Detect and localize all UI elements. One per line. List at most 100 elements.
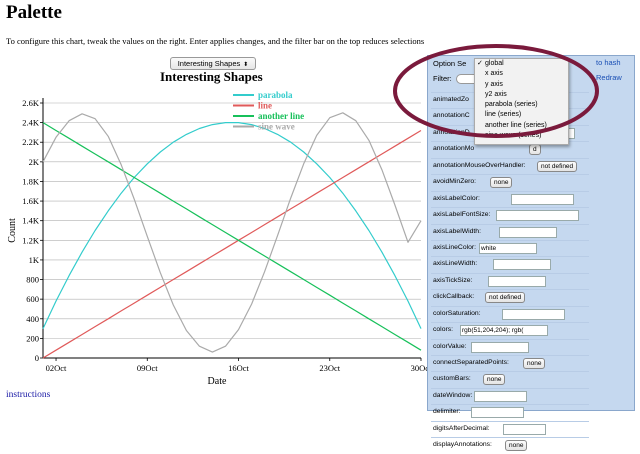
legend-label: sine wave bbox=[258, 122, 295, 132]
option-name: colorSaturation: bbox=[433, 309, 481, 317]
x-tick-label: 30Oct bbox=[411, 363, 430, 373]
menu-item-label: line (series) bbox=[485, 111, 522, 119]
option-row: axisLabelWidth: bbox=[431, 223, 589, 240]
option-row: colors: rgb(51,204,204); rgb( bbox=[431, 322, 589, 338]
menu-item[interactable]: x axis bbox=[475, 69, 568, 79]
option-name: digitsAfterDecimal: bbox=[433, 424, 490, 432]
option-row: avoidMinZero: none bbox=[431, 174, 589, 190]
menu-item-label: x axis bbox=[485, 70, 503, 78]
y-tick-label: 600 bbox=[26, 294, 39, 304]
option-name: axisLabelWidth: bbox=[433, 227, 481, 235]
option-button[interactable]: none bbox=[523, 358, 546, 369]
x-tick-label: 16Oct bbox=[228, 363, 249, 373]
filter-label: Filter: bbox=[433, 74, 452, 83]
option-button[interactable]: not defined bbox=[485, 292, 526, 304]
highlight-ellipse bbox=[393, 44, 599, 138]
legend-label: another line bbox=[258, 111, 304, 121]
y-tick-label: 1.8K bbox=[22, 176, 40, 186]
legend-label: line bbox=[258, 101, 272, 111]
option-field[interactable] bbox=[488, 275, 546, 287]
option-field[interactable] bbox=[499, 226, 557, 238]
redraw-link[interactable]: Redraw bbox=[596, 73, 622, 82]
x-tick-label: 09Oct bbox=[137, 363, 158, 373]
y-axis-label: Count bbox=[7, 218, 18, 243]
menu-item[interactable]: another line (series) bbox=[475, 121, 568, 131]
y-tick-label: 2.6K bbox=[22, 98, 40, 108]
series-line-sine-wave bbox=[42, 112, 422, 353]
page-title: Palette bbox=[6, 2, 62, 23]
instructions-link[interactable]: instructions bbox=[6, 390, 51, 400]
menu-item[interactable]: y axis bbox=[475, 80, 568, 90]
option-name: axisLabelColor: bbox=[433, 194, 480, 202]
option-row: axisLabelFontSize: bbox=[431, 207, 589, 223]
option-name: avoidMinZero: bbox=[433, 178, 477, 186]
option-name: axisTickSize: bbox=[433, 276, 473, 284]
y-tick-label: 400 bbox=[26, 314, 39, 324]
series-line-parabola bbox=[42, 122, 422, 329]
chart-selector[interactable]: Interesting Shapes ⬍ bbox=[170, 57, 256, 70]
option-row: delimiter: bbox=[431, 404, 589, 420]
option-button[interactable]: not defined bbox=[537, 160, 578, 172]
y-tick-label: 0 bbox=[35, 353, 39, 363]
option-name: customBars: bbox=[433, 375, 471, 383]
option-button[interactable]: none bbox=[490, 177, 513, 189]
option-name: axisLineWidth: bbox=[433, 260, 478, 268]
y-tick-label: 200 bbox=[26, 333, 39, 343]
option-name: annotationC bbox=[433, 112, 470, 120]
option-name: axisLineColor: bbox=[433, 243, 477, 251]
option-name: animatedZo bbox=[433, 96, 469, 103]
x-tick-label: 23Oct bbox=[319, 363, 340, 373]
option-name: annotationMo bbox=[433, 145, 475, 153]
updown-arrow-icon: ⬍ bbox=[243, 62, 249, 68]
option-field[interactable] bbox=[493, 259, 551, 271]
y-tick-label: 1.2K bbox=[22, 235, 40, 245]
option-row: axisLineWidth: bbox=[431, 256, 589, 272]
y-tick-label: 2K bbox=[29, 157, 40, 167]
option-name: annotationMouseOverHandler: bbox=[433, 161, 526, 169]
option-field[interactable] bbox=[474, 390, 527, 402]
option-name: colors: bbox=[433, 326, 454, 334]
option-name: axisLabelFontSize: bbox=[433, 211, 491, 219]
menu-item[interactable]: ✓ global bbox=[475, 59, 568, 69]
option-row: colorSaturation: bbox=[431, 305, 589, 322]
option-button[interactable]: none bbox=[483, 374, 506, 386]
chart-canvas[interactable]: 0 200 400 600 800 1K 1.2K 1.4K 1.6K 1.8K 2K 2.2K 2.4… bbox=[0, 88, 430, 388]
option-field[interactable] bbox=[511, 193, 574, 205]
option-row: customBars: none bbox=[431, 371, 589, 387]
option-row: connectSeparatedPoints: none bbox=[431, 355, 589, 371]
option-field[interactable] bbox=[503, 423, 546, 435]
x-tick-label: 02Oct bbox=[46, 363, 67, 373]
menu-item-label: parabola (series) bbox=[485, 101, 538, 109]
chart-title: Interesting Shapes bbox=[160, 69, 263, 84]
option-row: clickCallback: not defined bbox=[431, 289, 589, 305]
y-tick-label: 1.6K bbox=[22, 196, 40, 206]
option-row: axisLabelColor: bbox=[431, 190, 589, 207]
option-button[interactable]: d bbox=[529, 144, 541, 156]
menu-item[interactable]: parabola (series) bbox=[475, 100, 568, 110]
option-rows: animatedZo annotationC annotationD annotati… bbox=[431, 92, 589, 454]
menu-item[interactable]: line (series) bbox=[475, 110, 568, 120]
y-tick-label: 800 bbox=[26, 275, 39, 285]
chart-selector-value: Interesting Shapes bbox=[177, 59, 241, 68]
option-name: colorValue: bbox=[433, 342, 467, 350]
page-description: To configure this chart, tweak the value… bbox=[6, 36, 425, 46]
option-row: colorValue: bbox=[431, 338, 589, 355]
menu-item-label: another line (series) bbox=[485, 121, 547, 129]
option-name: displayAnnotations: bbox=[433, 441, 492, 449]
option-field[interactable]: white bbox=[479, 242, 537, 254]
series-line-line bbox=[42, 129, 422, 359]
option-field[interactable] bbox=[502, 308, 565, 320]
option-field[interactable]: rgb(51,204,204); rgb( bbox=[460, 325, 548, 337]
menu-item[interactable]: y2 axis bbox=[475, 90, 568, 100]
option-field[interactable] bbox=[471, 341, 529, 353]
option-row: axisLineColor: white bbox=[431, 239, 589, 256]
option-field[interactable] bbox=[496, 210, 579, 222]
option-name: clickCallback: bbox=[433, 293, 475, 301]
option-name: delimiter: bbox=[433, 408, 461, 416]
to-hash-link[interactable]: to hash bbox=[596, 58, 621, 67]
option-name: connectSeparatedPoints: bbox=[433, 359, 509, 366]
option-button[interactable]: none bbox=[505, 440, 528, 452]
y-tick-label: 1.4K bbox=[22, 216, 40, 226]
option-set-label: Option Se bbox=[433, 59, 467, 68]
menu-item-label: y2 axis bbox=[485, 90, 507, 98]
